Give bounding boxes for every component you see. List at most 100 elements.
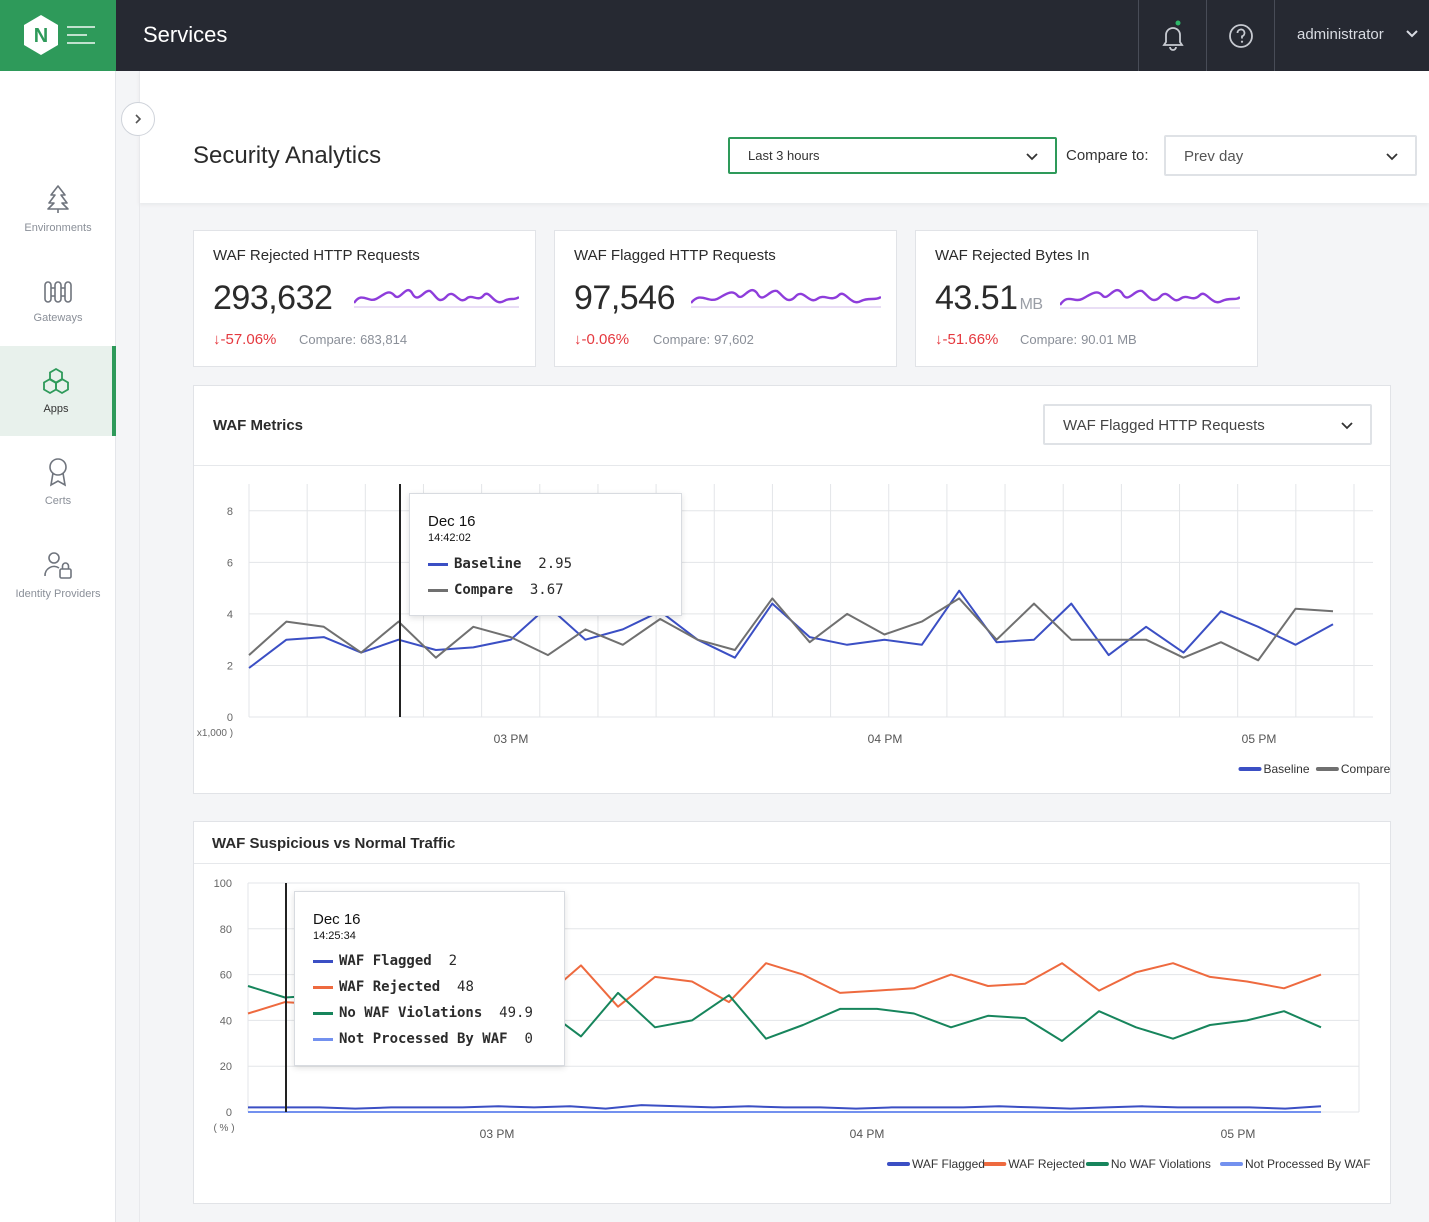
kpi-compare: Compare: 683,814 [299, 332, 408, 347]
legend-label: Not Processed By WAF [1245, 1157, 1371, 1171]
sparkline [354, 289, 519, 308]
x-tick-label: 04 PM [850, 1127, 885, 1141]
y-tick-label: 0 [227, 712, 233, 724]
panel-title: WAF Suspicious vs Normal Traffic [212, 835, 456, 852]
panel-header: WAF Suspicious vs Normal Traffic [194, 822, 1390, 864]
tooltip-row: WAF Flagged 2 [313, 953, 457, 969]
series-line-compare [248, 597, 1334, 662]
divider [139, 203, 140, 1222]
metric-select[interactable]: WAF Flagged HTTP Requests [1043, 404, 1372, 445]
tooltip-date: Dec 16 [428, 513, 476, 530]
compare-value: Prev day [1184, 148, 1244, 165]
identity-provider-icon [44, 552, 72, 579]
tree-icon [47, 185, 69, 213]
chevron-right-icon [135, 114, 142, 124]
kpi-value: 293,632 [213, 279, 333, 317]
logo-letter: N [34, 25, 48, 47]
kpi-title: WAF Rejected Bytes In [935, 247, 1090, 264]
kpi-unit: MB [1019, 296, 1044, 313]
sidebar-item-identity-providers[interactable]: Identity Providers [0, 530, 116, 620]
chart-tooltip: Dec 16 14:42:02 Baseline 2.95 Compare 3.… [409, 493, 682, 616]
tooltip-date: Dec 16 [313, 911, 361, 928]
tooltip-row: Not Processed By WAF 0 [313, 1031, 533, 1047]
kpi-delta: ↓-51.66% [935, 331, 999, 348]
y-unit-label: ( % ) [213, 1123, 234, 1134]
sparkline [691, 289, 881, 308]
y-tick-label: 40 [220, 1015, 232, 1027]
chevron-down-icon [1386, 152, 1398, 160]
legend-label: Compare [1341, 762, 1391, 776]
sidebar-item-label: Identity Providers [15, 588, 101, 600]
sparkline [1060, 289, 1240, 309]
x-tick-label: 04 PM [868, 732, 903, 746]
y-tick-label: 2 [227, 660, 233, 672]
chart-tooltip: Dec 16 14:25:34 WAF Flagged 2 WAF Reject… [294, 891, 565, 1066]
series-line-waf-flagged [248, 1104, 1322, 1110]
x-tick-label: 05 PM [1242, 732, 1277, 746]
y-tick-label: 100 [214, 878, 232, 890]
kpi-value: 97,546 [574, 279, 676, 317]
chevron-down-icon [1026, 152, 1038, 160]
x-tick-label: 03 PM [480, 1127, 515, 1141]
y-tick-label: 20 [220, 1061, 232, 1073]
legend-label: Baseline [1264, 762, 1310, 776]
sidebar-item-gateways[interactable]: Gateways [0, 255, 116, 345]
page-title: Security Analytics [193, 142, 382, 169]
tooltip-row: Baseline 2.95 [428, 556, 572, 572]
y-tick-label: 4 [227, 609, 233, 621]
compare-select[interactable]: Prev day [1164, 135, 1417, 176]
divider [1138, 0, 1139, 71]
notifications-button[interactable] [1139, 0, 1207, 71]
bell-icon [1162, 20, 1184, 51]
nginx-logo-icon: N [24, 15, 58, 55]
panel-title: WAF Metrics [213, 417, 304, 434]
legend-swatch [313, 959, 333, 963]
help-button[interactable] [1207, 0, 1275, 71]
x-tick-label: 03 PM [494, 732, 529, 746]
sidebar-item-label: Certs [44, 495, 72, 507]
logo-box[interactable]: N [0, 0, 116, 71]
sidebar-item-apps[interactable]: Apps [0, 346, 116, 436]
sidebar-item-label: Apps [43, 403, 69, 415]
kpi-title: WAF Flagged HTTP Requests [574, 247, 776, 264]
legend-swatch [313, 1037, 333, 1041]
app-title: Services [143, 22, 228, 47]
tooltip-row: Compare 3.67 [428, 582, 564, 598]
traffic-chart[interactable]: 0 20 40 60 80 100 ( % ) 03 PM 04 PM 05 PM Not Proc… [193, 864, 1391, 1194]
kpi-delta: ↓-0.06% [574, 331, 630, 348]
kpi-compare: Compare: 90.01 MB [1020, 332, 1137, 347]
waf-metrics-panel: WAF Metrics WAF Flagged HTTP Requests [193, 385, 1391, 794]
chevron-down-icon[interactable] [1405, 27, 1419, 41]
legend-swatch [428, 588, 448, 592]
sidebar-item-certs[interactable]: Certs [0, 437, 116, 527]
time-range-select[interactable]: Last 3 hours [728, 137, 1057, 174]
tooltip-time: 14:25:34 [313, 930, 356, 942]
sidebar: Environments Gateways Apps [0, 71, 116, 1222]
y-tick-label: 60 [220, 970, 232, 982]
kpi-card-rejected-requests: WAF Rejected HTTP Requests 293,632 ↓-57.… [193, 230, 536, 367]
tooltip-row: No WAF Violations 49.9 [313, 1005, 533, 1021]
waf-metrics-chart[interactable]: 0 2 4 6 8 x1,000 ) 03 PM 04 PM 05 PM Compare Basel… [193, 466, 1391, 792]
panel-header: WAF Metrics WAF Flagged HTTP Requests [194, 386, 1390, 466]
kpi-card-rejected-bytes: WAF Rejected Bytes In 43.51 MB ↓-51.66% C… [915, 230, 1258, 367]
menu-icon[interactable] [67, 26, 95, 50]
y-tick-label: 8 [227, 506, 233, 518]
kpi-title: WAF Rejected HTTP Requests [213, 247, 420, 264]
kpi-card-flagged-requests: WAF Flagged HTTP Requests 97,546 ↓-0.06%… [554, 230, 897, 367]
expand-sidebar-button[interactable] [121, 102, 155, 136]
user-menu[interactable]: administrator [1297, 26, 1384, 43]
top-bar: N Services administrator [0, 0, 1429, 71]
legend-label: No WAF Violations [1111, 1157, 1211, 1171]
sidebar-item-environments[interactable]: Environments [0, 164, 116, 254]
kpi-compare: Compare: 97,602 [653, 332, 754, 347]
sidebar-item-label: Environments [24, 222, 92, 234]
legend-swatch [313, 1011, 333, 1015]
tooltip-time: 14:42:02 [428, 532, 471, 544]
certificate-icon [49, 458, 67, 487]
compare-label: Compare to: [1066, 147, 1149, 164]
kpi-value: 43.51 MB [935, 279, 1044, 317]
legend-label: WAF Flagged [912, 1157, 985, 1171]
legend-swatch [313, 985, 333, 989]
sidebar-item-label: Gateways [33, 312, 83, 324]
chevron-down-icon [1341, 421, 1353, 429]
